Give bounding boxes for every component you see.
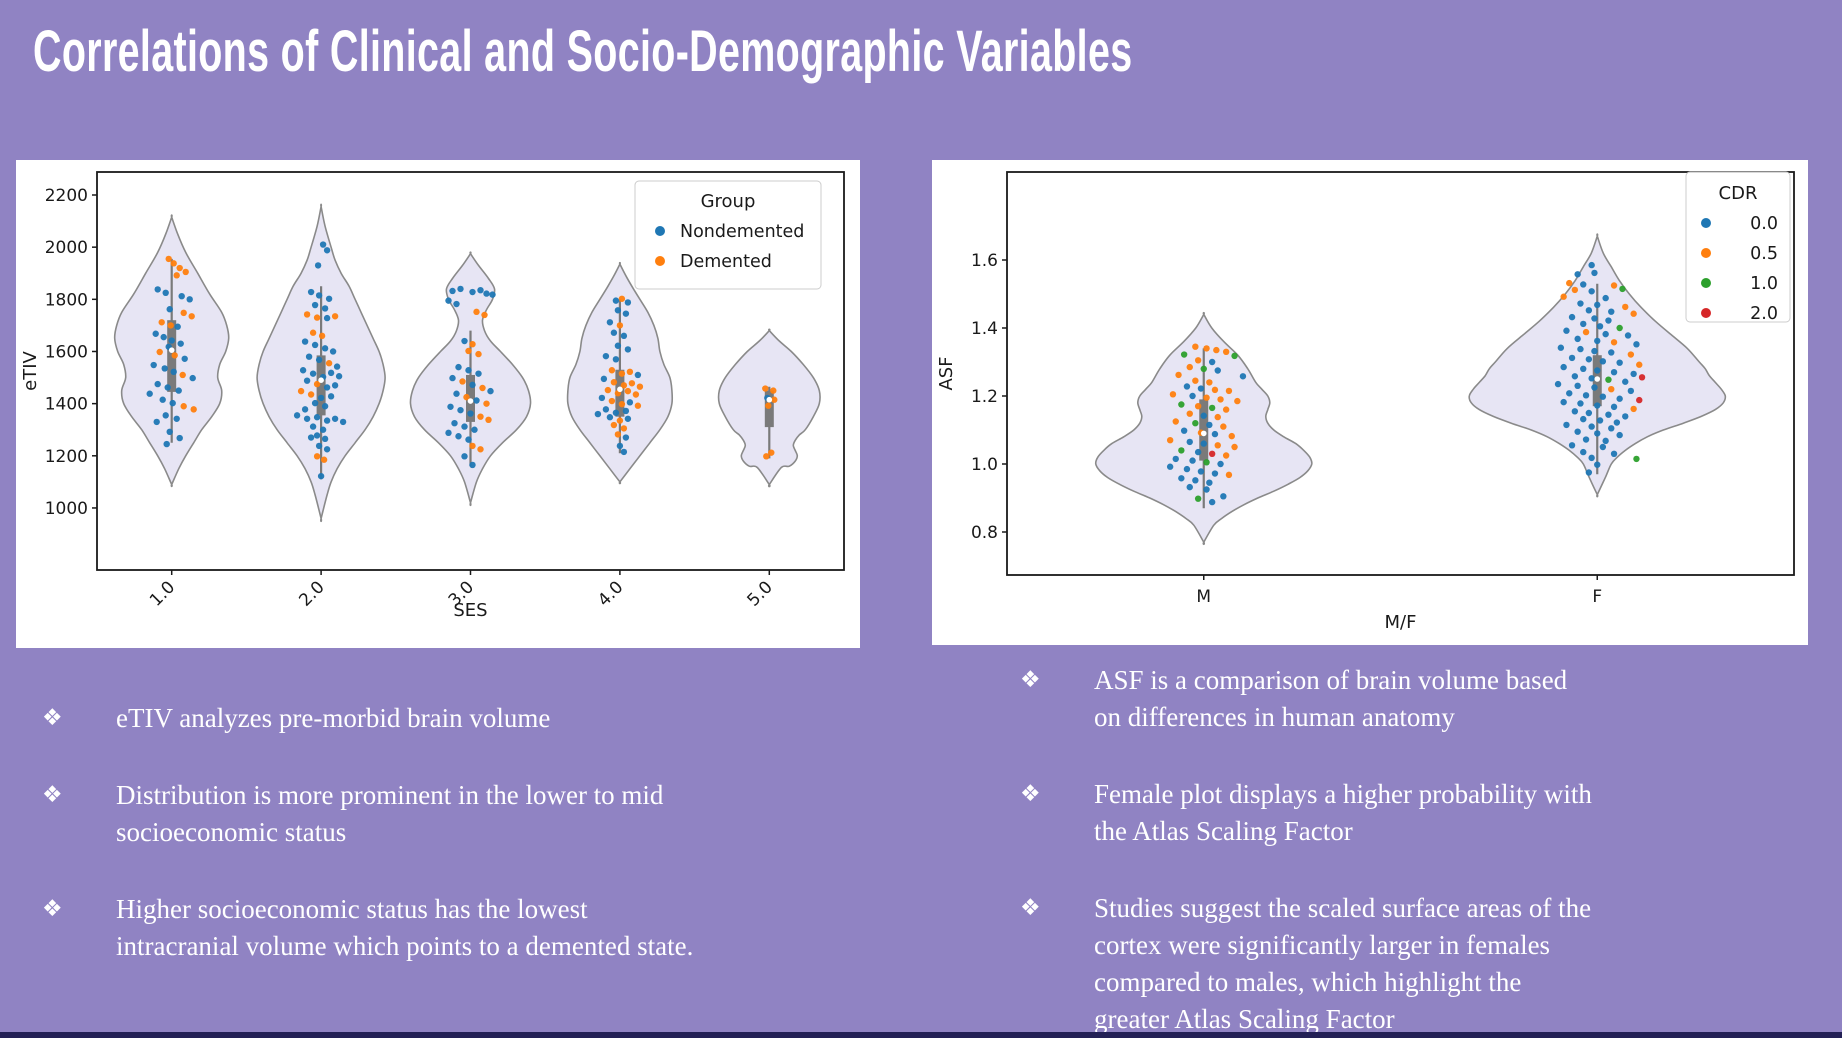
list-item: ❖ Higher socioeconomic status has the lo… — [42, 891, 842, 965]
svg-text:0.5: 0.5 — [1750, 244, 1778, 264]
svg-text:ASF: ASF — [936, 356, 957, 390]
svg-text:1000: 1000 — [45, 499, 88, 519]
list-item: ❖ Studies suggest the scaled surface are… — [1020, 890, 1660, 1038]
diamond-bullet-icon: ❖ — [1020, 667, 1041, 693]
svg-text:Nondemented: Nondemented — [680, 222, 804, 242]
list-item: ❖ eTIV analyzes pre-morbid brain volume — [42, 700, 842, 737]
svg-text:1600: 1600 — [45, 342, 88, 362]
svg-text:1.0: 1.0 — [1750, 274, 1778, 294]
diamond-bullet-icon: ❖ — [1020, 895, 1041, 921]
svg-text:Demented: Demented — [680, 252, 772, 272]
list-item: ❖ Distribution is more prominent in the … — [42, 777, 842, 851]
svg-text:0.8: 0.8 — [971, 523, 998, 543]
svg-text:2200: 2200 — [45, 186, 88, 206]
diamond-bullet-icon: ❖ — [1020, 781, 1041, 807]
svg-text:Group: Group — [701, 191, 756, 212]
right-bullet-list: ❖ ASF is a comparison of brain volume ba… — [1020, 662, 1660, 1038]
svg-text:1.0: 1.0 — [146, 577, 179, 610]
bullet-text: Female plot displays a higher probabilit… — [1094, 779, 1592, 846]
bullet-text: Higher socioeconomic status has the lowe… — [116, 894, 694, 961]
svg-text:5.0: 5.0 — [744, 577, 777, 610]
page-title: Correlations of Clinical and Socio-Demog… — [33, 19, 1133, 84]
asf-mf-violin-chart: 1.6 1.4 1.2 1.0 0.8 M F M/F ASF CDR 0.0 0.5 1.0 2.0 — [936, 171, 1795, 633]
svg-text:1.2: 1.2 — [971, 387, 998, 407]
bottom-accent-bar — [0, 1032, 1842, 1038]
bullet-text: eTIV analyzes pre-morbid brain volume — [116, 703, 551, 733]
svg-text:2.0: 2.0 — [1750, 304, 1778, 324]
svg-text:CDR: CDR — [1719, 183, 1758, 204]
svg-text:eTIV: eTIV — [20, 350, 41, 390]
bullet-text: Studies suggest the scaled surface areas… — [1094, 893, 1592, 1034]
list-item: ❖ ASF is a comparison of brain volume ba… — [1020, 662, 1660, 736]
svg-text:1.6: 1.6 — [971, 251, 998, 271]
svg-text:1400: 1400 — [45, 395, 88, 415]
left-chart-panel: 2200 2000 1800 1600 1400 1200 1000 1.0 2.0 3.0 4.0… — [16, 160, 860, 648]
bullet-text: ASF is a comparison of brain volume base… — [1094, 665, 1568, 732]
svg-text:F: F — [1592, 587, 1602, 607]
left-bullet-list: ❖ eTIV analyzes pre-morbid brain volume … — [42, 700, 842, 1005]
svg-text:1800: 1800 — [45, 290, 88, 310]
svg-text:4.0: 4.0 — [594, 577, 627, 610]
svg-text:M: M — [1196, 587, 1211, 607]
svg-text:2000: 2000 — [45, 238, 88, 258]
diamond-bullet-icon: ❖ — [42, 705, 63, 731]
svg-text:SES: SES — [453, 600, 487, 621]
diamond-bullet-icon: ❖ — [42, 782, 63, 808]
right-chart-panel: 1.6 1.4 1.2 1.0 0.8 M F M/F ASF CDR 0.0 0.5 1.0 2.0 — [932, 160, 1808, 645]
list-item: ❖ Female plot displays a higher probabil… — [1020, 776, 1660, 850]
svg-text:1200: 1200 — [45, 447, 88, 467]
diamond-bullet-icon: ❖ — [42, 896, 63, 922]
svg-text:M/F: M/F — [1385, 612, 1417, 633]
svg-text:1.4: 1.4 — [971, 319, 998, 339]
bullet-text: Distribution is more prominent in the lo… — [116, 780, 664, 847]
svg-text:2.0: 2.0 — [295, 577, 328, 610]
svg-text:0.0: 0.0 — [1750, 214, 1778, 234]
svg-text:1.0: 1.0 — [971, 455, 998, 475]
